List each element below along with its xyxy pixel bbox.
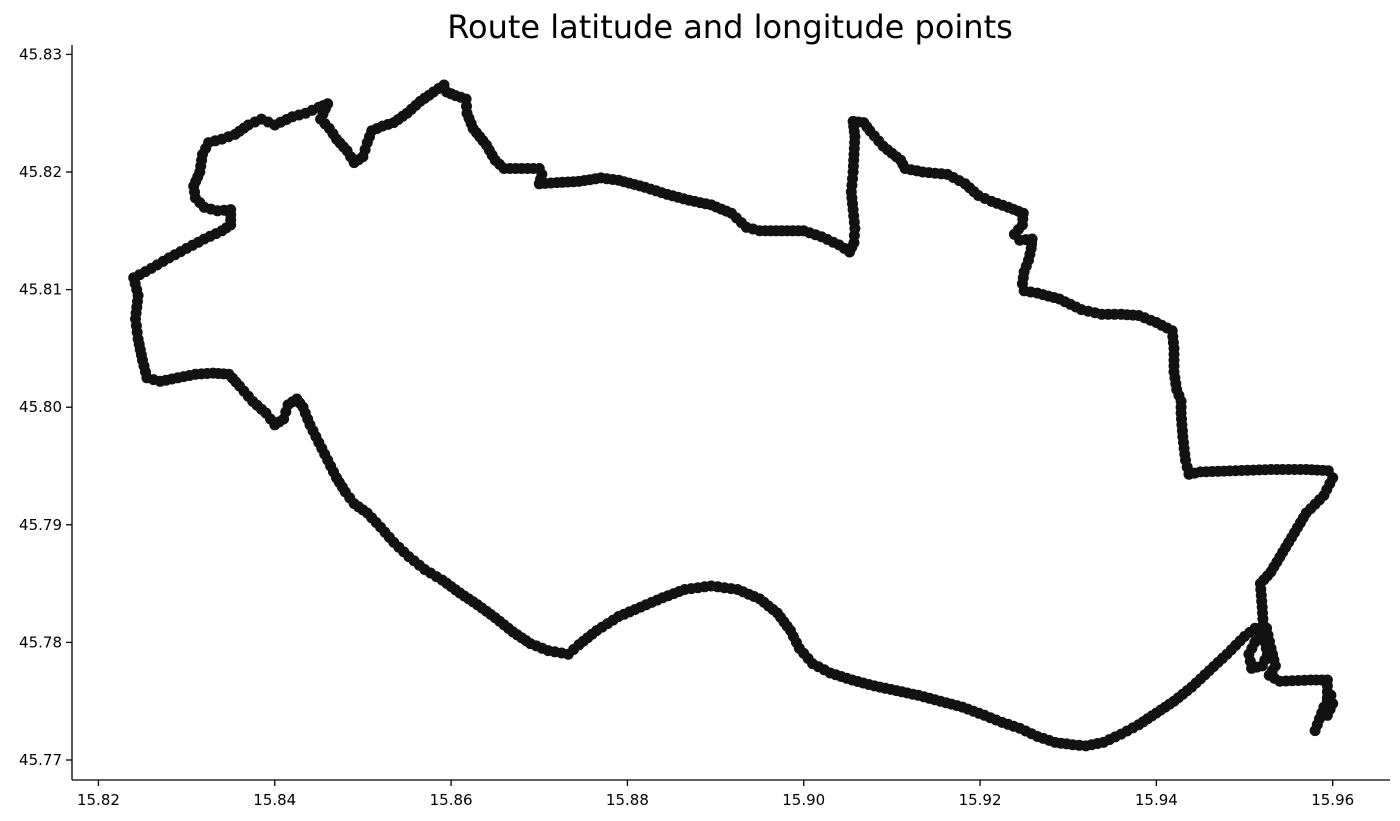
- route-points-layer: [128, 79, 1339, 752]
- x-tick-label: 15.84: [253, 791, 296, 809]
- x-tick-label: 15.92: [959, 791, 1002, 809]
- y-ticks: 45.77 45.78 45.79 45.80 45.81 45.82 45.83: [19, 45, 72, 769]
- y-tick-label: 45.78: [19, 633, 62, 651]
- x-tick-label: 15.96: [1311, 791, 1354, 809]
- x-tick-label: 15.94: [1135, 791, 1178, 809]
- y-tick-label: 45.80: [19, 398, 62, 416]
- y-tick-label: 45.83: [19, 45, 62, 63]
- x-ticks: 15.82 15.84 15.86 15.88 15.90 15.92 15.94 15.96: [77, 780, 1354, 809]
- x-tick-label: 15.88: [606, 791, 649, 809]
- x-tick-label: 15.90: [782, 791, 825, 809]
- x-tick-label: 15.86: [430, 791, 473, 809]
- chart-title: Route latitude and longitude points: [447, 8, 1013, 46]
- y-tick-label: 45.82: [19, 163, 62, 181]
- route-point: [1249, 622, 1261, 634]
- x-tick-label: 15.82: [77, 791, 120, 809]
- y-tick-label: 45.77: [19, 751, 62, 769]
- y-tick-label: 45.79: [19, 516, 62, 534]
- y-tick-label: 45.81: [19, 281, 62, 299]
